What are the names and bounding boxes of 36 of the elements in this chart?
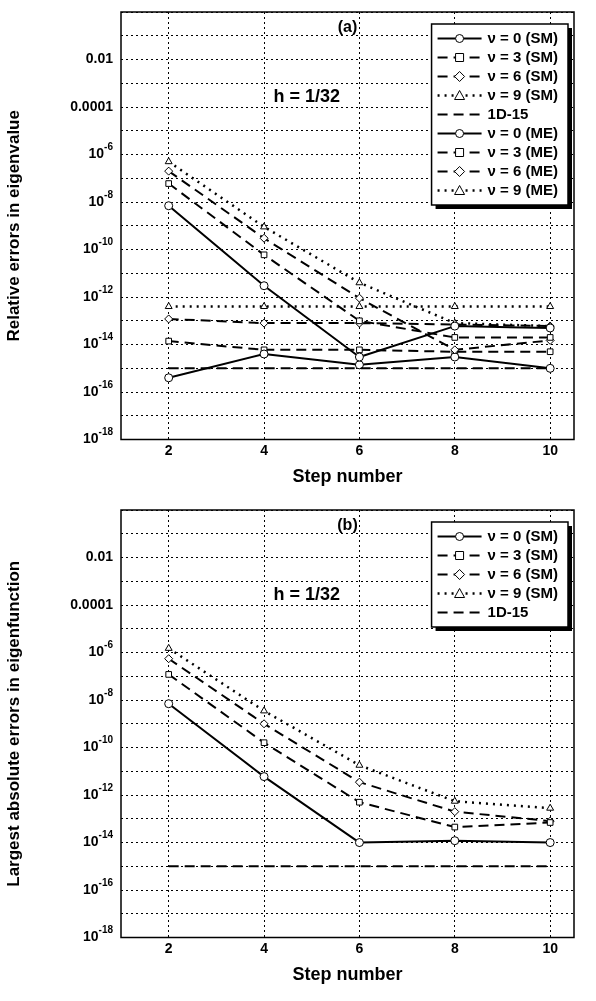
legend-label: ν = 9 (SM): [487, 85, 558, 103]
legend-label: ν = 0 (SM): [487, 526, 558, 544]
x-tick-label: 10: [542, 441, 559, 458]
annotation: h = 1/32: [273, 86, 340, 107]
x-axis-title: Step number: [292, 466, 403, 487]
x-tick-label: 8: [450, 441, 459, 458]
legend-label: ν = 6 (ME): [487, 161, 558, 179]
legend-label: ν = 0 (ME): [487, 123, 558, 141]
x-tick-label: 6: [355, 441, 364, 458]
legend-label: ν = 6 (SM): [487, 564, 558, 582]
legend-label: 1D-15: [487, 104, 529, 122]
y-axis-title: Relative errors in eigenvalue: [3, 110, 23, 342]
legend-label: ν = 3 (SM): [487, 47, 558, 65]
annotation: (a): [337, 18, 358, 36]
x-tick-label: 2: [164, 441, 173, 458]
x-tick-label: 2: [164, 939, 173, 956]
x-tick-label: 4: [260, 441, 269, 458]
y-tick-label: 0.01: [85, 50, 114, 67]
y-tick-label: 0.01: [85, 548, 114, 565]
legend-label: ν = 9 (ME): [487, 180, 558, 198]
legend-label: 1D-15: [487, 602, 529, 620]
legend-label: ν = 3 (SM): [487, 545, 558, 563]
y-tick-label: 0.0001: [70, 595, 114, 612]
x-tick-label: 6: [355, 939, 364, 956]
legend-label: ν = 9 (SM): [487, 583, 558, 601]
annotation: h = 1/32: [273, 584, 340, 605]
x-tick-label: 10: [542, 939, 559, 956]
legend-label: ν = 6 (SM): [487, 66, 558, 84]
x-tick-label: 4: [260, 939, 269, 956]
y-axis-title: Largest absolute errors in eigenfunction: [3, 560, 23, 887]
y-tick-label: 0.0001: [70, 97, 114, 114]
annotation: (b): [337, 516, 358, 534]
x-tick-label: 8: [450, 939, 459, 956]
x-axis-title: Step number: [292, 964, 403, 985]
legend-label: ν = 0 (SM): [487, 28, 558, 46]
legend-label: ν = 3 (ME): [487, 142, 558, 160]
